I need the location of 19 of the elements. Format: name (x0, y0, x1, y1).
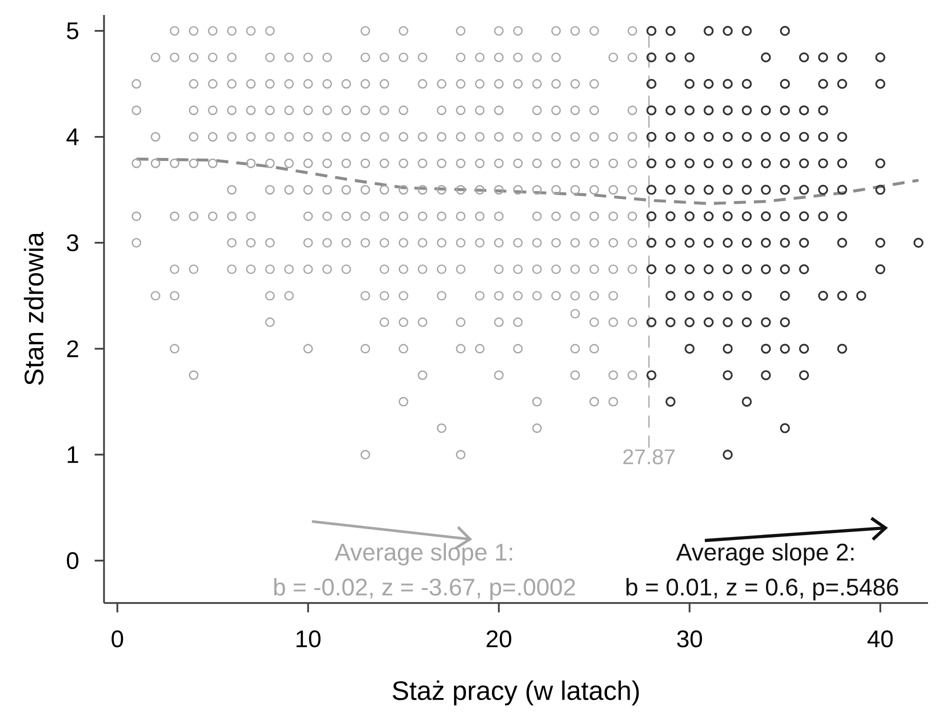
x-tick-label: 20 (486, 630, 512, 648)
annotation: Average slope 1: (334, 543, 512, 566)
x-tick-label: 40 (868, 630, 893, 648)
annotation: b = 0.01, z = 0.6, p=.5486 (626, 578, 898, 600)
y-tick-label: 5 (66, 22, 78, 40)
x-axis-title: Staż pracy (w latach) (392, 680, 639, 706)
x-tick-label: 10 (296, 630, 321, 648)
y-tick-label: 1 (68, 446, 78, 463)
annotation: Average slope 2: (676, 543, 854, 566)
ref-line-label: 27.87 (623, 449, 675, 464)
y-tick-label: 4 (66, 128, 79, 146)
y-axis-title: Stan zdrowia (24, 232, 44, 385)
line-series (134, 158, 920, 206)
y-tick-label: 0 (66, 552, 78, 570)
annotation: b = -0.02, z = -3.67, p=.0002 (274, 578, 575, 600)
x-tick-label: 0 (112, 630, 124, 648)
y-tick-label: 3 (66, 234, 78, 252)
y-tick-label: 2 (67, 340, 78, 358)
x-tick-label: 30 (677, 630, 702, 648)
